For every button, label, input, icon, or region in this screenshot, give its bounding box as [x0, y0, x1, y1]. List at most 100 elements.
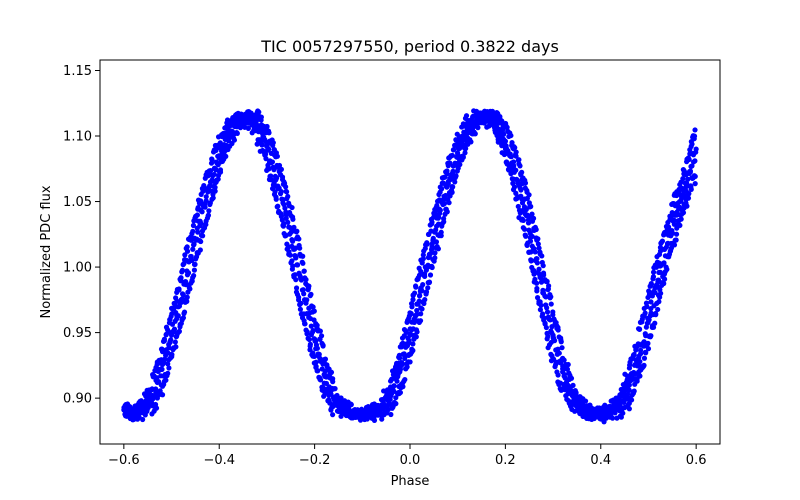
data-point	[426, 279, 433, 285]
data-point	[684, 180, 690, 186]
data-point	[417, 318, 424, 324]
data-point	[293, 285, 300, 291]
data-point	[302, 297, 308, 303]
data-point	[598, 411, 604, 417]
data-point	[322, 356, 329, 362]
data-point	[531, 246, 537, 252]
data-point	[153, 405, 160, 411]
data-point	[502, 138, 508, 144]
data-point	[472, 131, 478, 137]
data-point	[522, 180, 529, 186]
data-point	[509, 139, 515, 146]
data-point	[429, 221, 435, 227]
data-point	[513, 149, 519, 155]
data-point	[620, 410, 626, 416]
data-point	[328, 369, 335, 375]
data-point	[582, 398, 589, 404]
data-point	[184, 298, 190, 304]
data-point	[521, 226, 528, 232]
data-point	[689, 163, 695, 169]
data-point	[685, 195, 692, 201]
data-point	[637, 359, 643, 365]
data-point	[414, 307, 420, 314]
data-point	[190, 228, 196, 234]
data-point	[650, 324, 657, 330]
data-point	[203, 198, 209, 204]
data-point	[636, 326, 643, 332]
data-point	[290, 263, 296, 269]
data-point	[195, 229, 201, 235]
data-point	[292, 272, 298, 278]
data-point	[444, 171, 450, 177]
y-axis-label: Normalized PDC flux	[39, 185, 54, 318]
data-point	[691, 136, 697, 142]
data-point	[680, 176, 686, 182]
data-point	[642, 310, 648, 316]
data-point	[187, 286, 193, 292]
data-point	[359, 411, 365, 417]
data-point	[535, 236, 541, 242]
data-point	[555, 327, 561, 333]
data-point	[445, 180, 451, 186]
data-point	[419, 288, 425, 294]
data-point	[568, 375, 575, 381]
data-point	[300, 287, 306, 293]
x-tick-label: 0.4	[590, 453, 611, 468]
data-point	[449, 189, 455, 195]
data-point	[692, 158, 698, 164]
data-point	[130, 411, 136, 417]
data-point	[314, 345, 320, 351]
data-point	[410, 297, 416, 303]
data-point	[686, 156, 692, 163]
data-point	[278, 166, 284, 172]
data-point	[259, 141, 265, 148]
data-point	[642, 331, 648, 337]
data-point	[556, 350, 562, 356]
data-point	[304, 329, 310, 335]
data-point	[527, 238, 534, 244]
data-point	[559, 345, 565, 351]
data-point	[661, 276, 668, 282]
data-point	[185, 270, 192, 276]
data-point	[464, 130, 470, 136]
data-point	[441, 219, 447, 225]
data-point	[172, 339, 178, 345]
data-point	[175, 313, 181, 319]
data-point	[234, 130, 240, 136]
data-point	[432, 250, 438, 256]
data-point	[281, 220, 287, 227]
data-point	[308, 323, 314, 329]
data-point	[184, 244, 190, 250]
data-point	[300, 260, 306, 266]
data-point	[188, 257, 194, 264]
data-point	[348, 401, 354, 407]
data-point	[530, 215, 537, 221]
data-point	[561, 357, 567, 363]
data-point	[297, 306, 304, 312]
data-point	[208, 168, 214, 174]
data-point	[686, 191, 692, 197]
data-point	[273, 196, 279, 202]
data-point	[216, 153, 222, 159]
data-point	[340, 406, 346, 412]
data-point	[209, 157, 215, 163]
data-point	[419, 306, 425, 312]
data-point	[161, 358, 167, 365]
data-point	[460, 154, 466, 160]
data-point	[313, 359, 319, 365]
data-point	[312, 336, 318, 342]
data-point	[149, 392, 156, 399]
data-point	[435, 246, 441, 252]
data-point	[550, 312, 556, 318]
data-point	[545, 333, 551, 339]
data-point	[308, 291, 314, 297]
data-point	[661, 260, 667, 266]
data-point	[521, 204, 528, 210]
x-tick-label: −0.4	[203, 453, 235, 468]
data-point	[437, 207, 443, 213]
data-point	[671, 217, 677, 223]
data-point	[165, 370, 171, 376]
data-point	[555, 346, 561, 352]
data-point	[634, 378, 640, 384]
data-point	[190, 222, 197, 229]
